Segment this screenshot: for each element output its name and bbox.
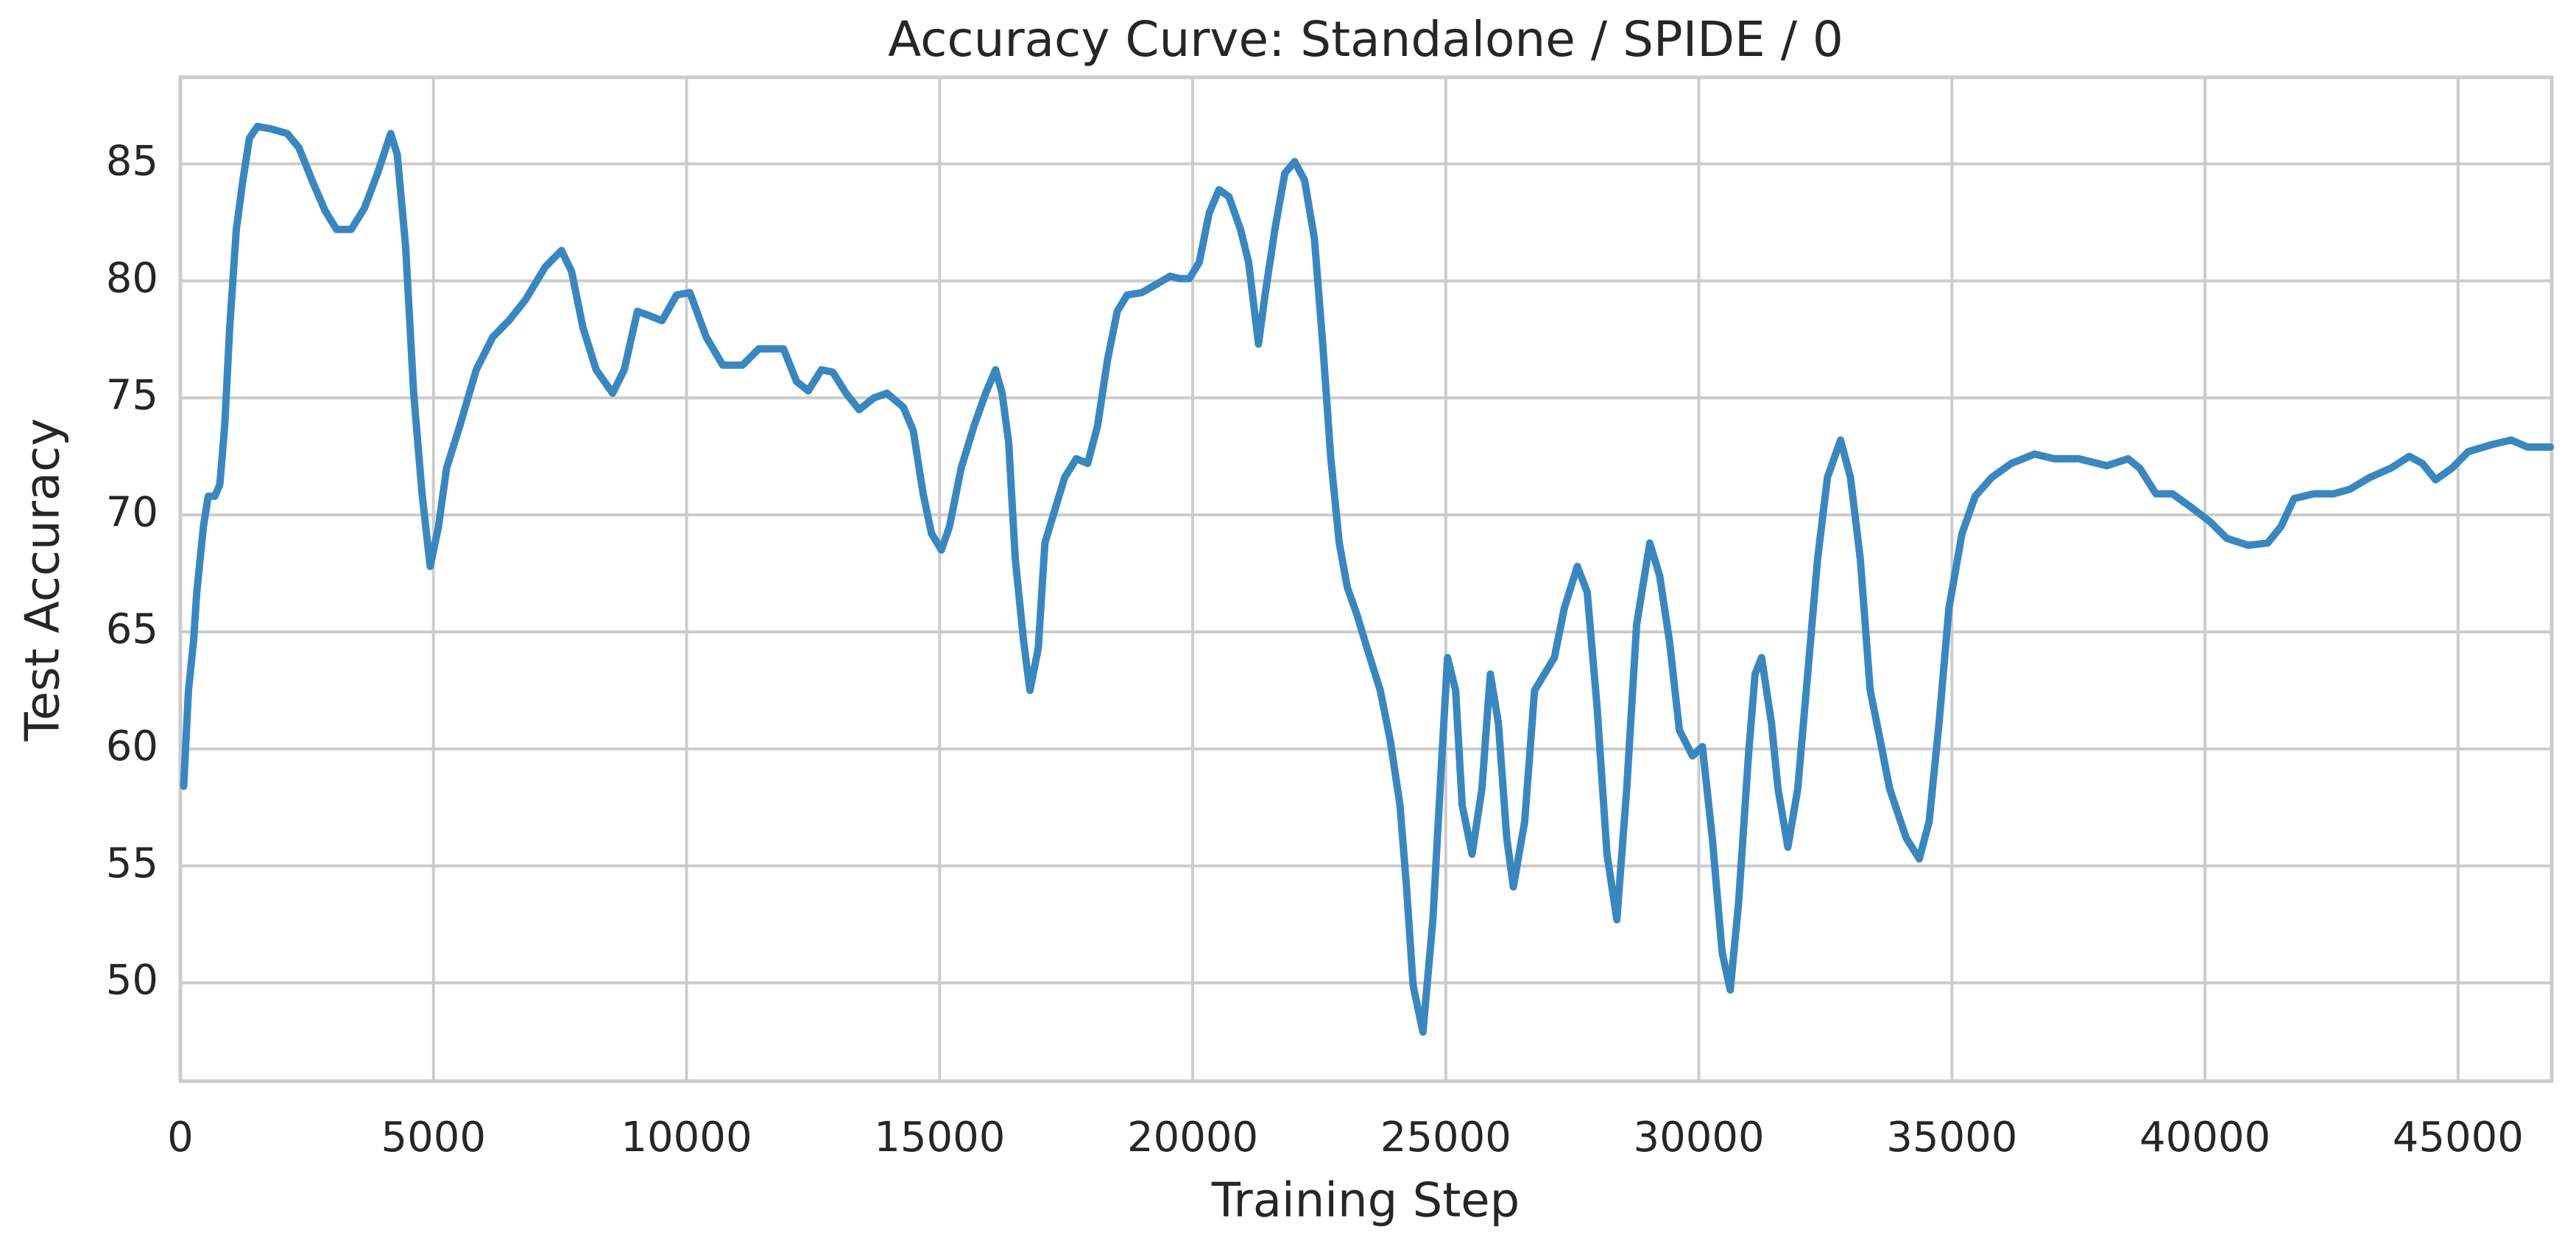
y-axis-label: Test Accuracy <box>16 418 71 742</box>
x-tick-label: 35000 <box>1886 1114 2017 1161</box>
y-tick-label: 75 <box>106 371 158 419</box>
x-tick-label: 15000 <box>874 1114 1005 1161</box>
x-tick-label: 0 <box>167 1114 194 1161</box>
y-tick-label: 80 <box>106 255 158 303</box>
y-tick-label: 65 <box>106 605 158 653</box>
x-tick-label: 45000 <box>2393 1114 2524 1161</box>
plot-frame <box>178 75 2554 1083</box>
line-series <box>180 122 2555 1036</box>
x-tick-label: 30000 <box>1633 1114 1764 1161</box>
y-tick-label: 70 <box>106 488 158 536</box>
x-axis-label: Training Step <box>1211 1174 1520 1228</box>
y-tick-label: 55 <box>106 840 158 887</box>
x-tick-label: 20000 <box>1127 1114 1258 1161</box>
x-tick-label: 10000 <box>621 1114 752 1161</box>
y-tick-label: 85 <box>106 138 158 186</box>
x-tick-label: 25000 <box>1380 1114 1511 1161</box>
x-tick-label: 5000 <box>381 1114 486 1161</box>
x-tick-label: 40000 <box>2139 1114 2270 1161</box>
y-tick-label: 60 <box>106 723 158 770</box>
y-tick-label: 50 <box>106 957 158 1005</box>
chart-title: Accuracy Curve: Standalone / SPIDE / 0 <box>888 11 1843 68</box>
